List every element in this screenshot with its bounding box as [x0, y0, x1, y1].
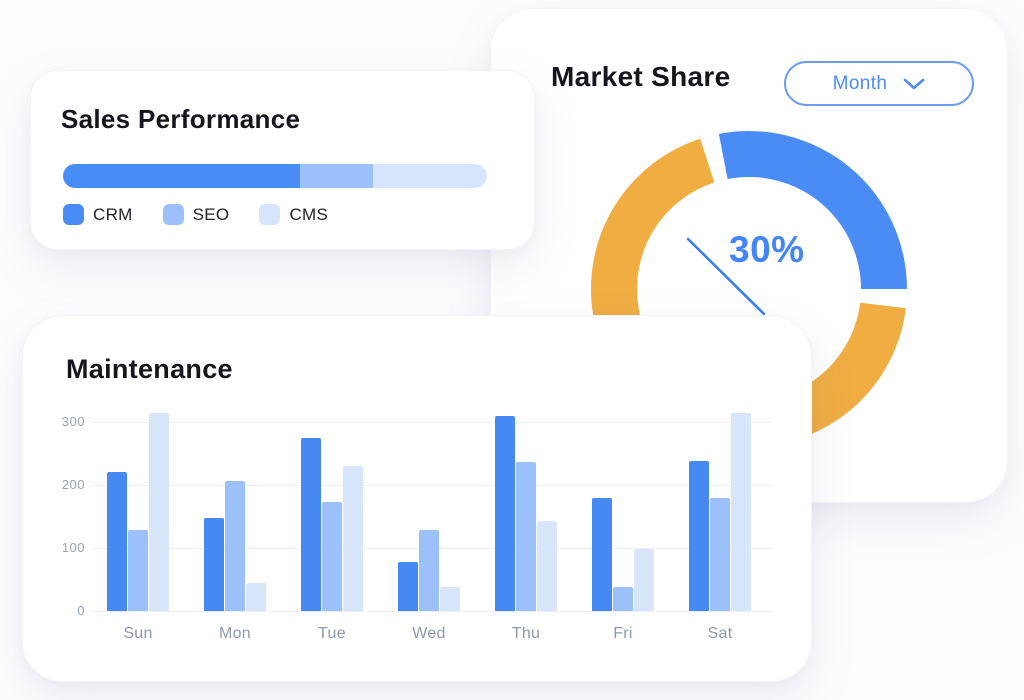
- donut-value-label: 30%: [729, 229, 805, 270]
- legend-label: CRM: [93, 204, 133, 224]
- gridline-200: [91, 485, 771, 486]
- legend-swatch-icon: [63, 204, 84, 225]
- x-axis-label-sat: Sat: [707, 625, 733, 642]
- stacked-bar-segment-cms: [372, 164, 487, 188]
- x-axis-label-thu: Thu: [511, 625, 541, 642]
- x-axis-label-mon: Mon: [218, 625, 252, 642]
- donut-slice-30%: [718, 131, 907, 289]
- maintenance-bar-chart: 0 100 200 300 Sun Mon Tue Wed Thu Fri Sat: [23, 316, 811, 681]
- bar-sat-series-2: [710, 498, 730, 611]
- y-axis-tick-200: 200: [61, 477, 85, 492]
- legend-label: SEO: [192, 204, 230, 224]
- maintenance-title: Maintenance: [66, 354, 233, 384]
- bar-sun-series-3: [149, 413, 169, 611]
- chevron-down-icon: [904, 78, 925, 89]
- bar-thu-series-3: [537, 521, 557, 611]
- legend-item-crm: CRM: [63, 204, 133, 225]
- x-axis-label-wed: Wed: [412, 625, 446, 642]
- bar-mon-series-1: [204, 518, 224, 611]
- market-share-title: Market Share: [551, 61, 731, 92]
- sales-stacked-bar: [63, 164, 487, 188]
- bar-wed-series-3: [440, 587, 460, 611]
- y-axis-tick-0: 0: [77, 603, 85, 618]
- month-dropdown-label: Month: [832, 72, 888, 94]
- legend-swatch-icon: [162, 204, 184, 225]
- y-axis-tick-300: 300: [61, 414, 85, 429]
- bar-tue-series-1: [301, 438, 321, 611]
- bar-fri-series-3: [634, 549, 654, 611]
- legend-item-seo: SEO: [162, 204, 230, 225]
- sales-performance-title: Sales Performance: [61, 104, 301, 134]
- donut-callout-line: [686, 237, 766, 316]
- month-dropdown[interactable]: Month: [784, 61, 974, 106]
- bar-fri-series-1: [592, 498, 612, 611]
- bar-tue-series-3: [343, 466, 363, 611]
- bar-fri-series-2: [613, 587, 633, 611]
- bar-mon-series-3: [246, 583, 266, 611]
- bar-sun-series-1: [107, 472, 127, 611]
- maintenance-card: Maintenance 0 100 200 300 Sun Mon Tue Wed Thu Fri…: [22, 315, 812, 682]
- bar-sat-series-3: [731, 413, 751, 611]
- bar-sat-series-1: [689, 461, 709, 611]
- gridline-300: [91, 422, 771, 423]
- stacked-bar-segment-seo: [300, 164, 373, 188]
- legend-item-cms: CMS: [259, 204, 328, 225]
- bar-thu-series-2: [516, 462, 536, 611]
- stacked-bar-segment-crm: [63, 164, 301, 188]
- y-axis-tick-100: 100: [61, 540, 85, 555]
- legend-swatch-icon: [259, 204, 281, 225]
- bar-thu-series-1: [495, 416, 515, 611]
- gridline-0: [91, 611, 771, 612]
- x-axis-label-fri: Fri: [613, 625, 633, 642]
- sales-legend: CRM SEO CMS: [63, 204, 328, 225]
- x-axis-label-tue: Tue: [318, 625, 346, 642]
- x-axis-label-sun: Sun: [123, 625, 153, 642]
- sales-performance-card: Sales Performance CRM SEO CMS: [30, 70, 535, 250]
- bar-mon-series-2: [225, 481, 245, 611]
- bar-wed-series-2: [419, 530, 439, 611]
- bar-sun-series-2: [128, 530, 148, 611]
- legend-label: CMS: [289, 204, 329, 224]
- bar-tue-series-2: [322, 502, 342, 611]
- bar-wed-series-1: [398, 562, 418, 611]
